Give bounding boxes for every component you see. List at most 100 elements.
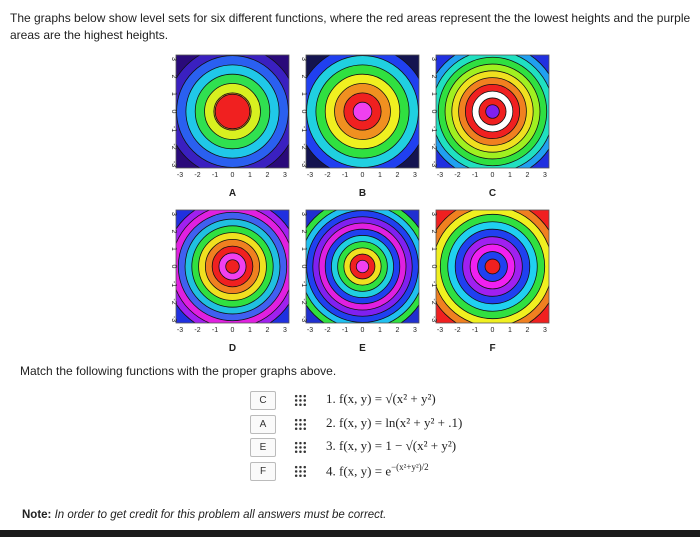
y-tick-label: -1 bbox=[300, 126, 307, 132]
y-tick-label: -1 bbox=[430, 126, 437, 132]
formula-text: 3. f(x, y) = 1 − √(x² + y²) bbox=[326, 438, 457, 453]
x-tick-label: -2 bbox=[324, 172, 330, 179]
contour-ring bbox=[214, 93, 251, 130]
formula-text: 2. f(x, y) = ln(x² + y² + .1) bbox=[326, 414, 463, 430]
drag-handle[interactable] bbox=[294, 417, 307, 431]
y-tick-label: -1 bbox=[170, 281, 177, 287]
plot-frame bbox=[305, 54, 420, 169]
y-tick-label: 3 bbox=[170, 57, 177, 61]
x-tick-label: 2 bbox=[526, 172, 530, 179]
y-tick-label: 1 bbox=[300, 92, 307, 96]
note-text: In order to get credit for this problem … bbox=[54, 509, 387, 521]
x-tick-label: -3 bbox=[437, 172, 443, 179]
contour-plot bbox=[436, 55, 549, 168]
x-tick-label: -3 bbox=[307, 327, 313, 334]
x-tick-label: -1 bbox=[212, 172, 218, 179]
formula-text: 4. f(x, y) = e bbox=[326, 462, 392, 478]
x-tick-label: -2 bbox=[454, 172, 460, 179]
prompt: Match the following functions with the p… bbox=[20, 364, 337, 378]
y-tick-label: 1 bbox=[170, 92, 177, 96]
y-tick-label: 2 bbox=[300, 230, 307, 234]
answer-select[interactable]: E bbox=[250, 438, 276, 457]
x-tick-label: 1 bbox=[508, 172, 512, 179]
x-tick-label: 3 bbox=[413, 327, 417, 334]
x-tick-label: 3 bbox=[283, 327, 287, 334]
plot-frame bbox=[175, 209, 290, 324]
graph-label: E bbox=[359, 343, 366, 354]
y-tick-label: -1 bbox=[170, 126, 177, 132]
x-tick-label: 2 bbox=[526, 327, 530, 334]
x-tick-label: 0 bbox=[231, 172, 235, 179]
contour-ring bbox=[355, 259, 370, 274]
plot-frame bbox=[175, 54, 290, 169]
x-tick-label: -2 bbox=[454, 327, 460, 334]
y-tick-label: 2 bbox=[430, 75, 437, 79]
x-tick-label: 0 bbox=[231, 327, 235, 334]
graph-label: D bbox=[229, 343, 236, 354]
y-tick-label: 2 bbox=[300, 75, 307, 79]
plot-frame bbox=[435, 54, 550, 169]
answer-select[interactable]: A bbox=[250, 414, 276, 434]
drag-handle[interactable] bbox=[294, 464, 307, 478]
x-tick-label: 3 bbox=[413, 172, 417, 179]
x-tick-label: 1 bbox=[378, 327, 382, 334]
x-tick-label: -1 bbox=[342, 172, 348, 179]
contour-ring bbox=[485, 104, 500, 119]
formula: 4. f(x, y) = e−(x²+y²)/2 bbox=[326, 462, 429, 479]
y-tick-label: 0 bbox=[170, 110, 177, 114]
y-tick-label: 3 bbox=[300, 57, 307, 61]
x-tick-label: 1 bbox=[508, 327, 512, 334]
plot-frame bbox=[435, 209, 550, 324]
contour-ring bbox=[225, 259, 240, 274]
intro-text: The graphs below show level sets for six… bbox=[10, 11, 691, 42]
x-tick-label: 2 bbox=[266, 172, 270, 179]
x-tick-label: 2 bbox=[396, 327, 400, 334]
x-tick-label: -3 bbox=[177, 327, 183, 334]
contour-plot bbox=[436, 210, 549, 323]
y-tick-label: -3 bbox=[430, 161, 437, 167]
formula: 3. f(x, y) = 1 − √(x² + y²) bbox=[326, 438, 456, 454]
x-tick-label: -2 bbox=[194, 172, 200, 179]
x-tick-label: 1 bbox=[378, 172, 382, 179]
y-tick-label: 1 bbox=[300, 247, 307, 251]
y-tick-label: 3 bbox=[430, 212, 437, 216]
y-tick-label: 2 bbox=[170, 230, 177, 234]
x-tick-label: 1 bbox=[248, 172, 252, 179]
y-tick-label: 3 bbox=[300, 212, 307, 216]
y-tick-label: 1 bbox=[430, 92, 437, 96]
plot-frame bbox=[305, 209, 420, 324]
x-tick-label: 3 bbox=[543, 327, 547, 334]
x-tick-label: -2 bbox=[324, 327, 330, 334]
note-label: Note: bbox=[22, 509, 52, 521]
contour-plot bbox=[176, 210, 289, 323]
drag-handle[interactable] bbox=[294, 394, 307, 407]
graph-label: A bbox=[229, 188, 236, 199]
x-tick-label: 2 bbox=[396, 172, 400, 179]
answer-select[interactable]: C bbox=[250, 391, 276, 410]
contour-plot bbox=[306, 210, 419, 323]
y-tick-label: -2 bbox=[170, 143, 177, 149]
bottom-bar bbox=[0, 530, 700, 537]
answer-select[interactable]: F bbox=[250, 461, 276, 481]
x-tick-label: 1 bbox=[248, 327, 252, 334]
contour-ring bbox=[352, 101, 373, 122]
y-tick-label: -2 bbox=[170, 298, 177, 304]
formula: 2. f(x, y) = ln(x² + y² + .1) bbox=[326, 415, 462, 431]
drag-handle[interactable] bbox=[294, 441, 307, 454]
formula-exponent: −(x²+y²)/2 bbox=[391, 461, 429, 472]
y-tick-label: -3 bbox=[300, 316, 307, 322]
y-tick-label: 0 bbox=[430, 265, 437, 269]
x-tick-label: 3 bbox=[283, 172, 287, 179]
y-tick-label: 0 bbox=[300, 265, 307, 269]
x-tick-label: -1 bbox=[472, 327, 478, 334]
y-tick-label: 3 bbox=[430, 57, 437, 61]
x-tick-label: 0 bbox=[491, 327, 495, 334]
y-tick-label: 0 bbox=[300, 110, 307, 114]
y-tick-label: 3 bbox=[170, 212, 177, 216]
y-tick-label: -2 bbox=[430, 298, 437, 304]
graph-label: C bbox=[489, 188, 496, 199]
y-tick-label: -2 bbox=[300, 143, 307, 149]
graphs: -3-3-2-2-1-100112233A-3-3-2-2-1-10011223… bbox=[170, 54, 550, 354]
y-tick-label: -1 bbox=[300, 281, 307, 287]
